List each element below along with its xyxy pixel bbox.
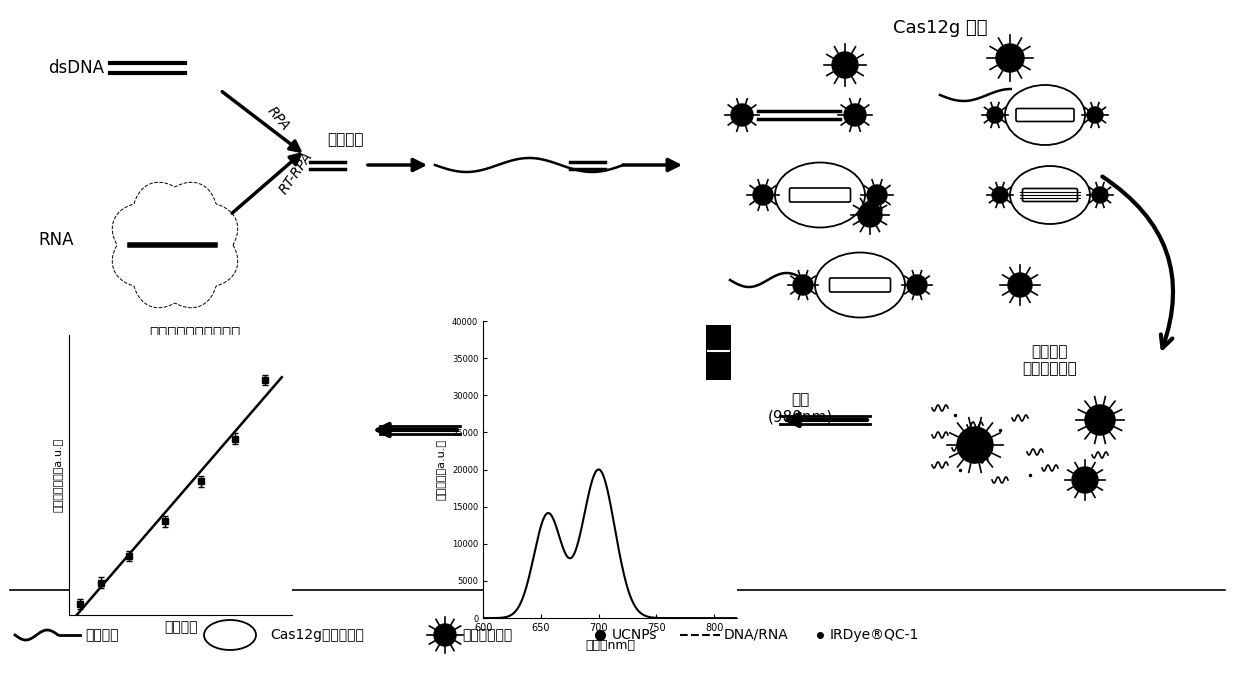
Circle shape [434,624,456,646]
Text: Cas12g三元复合体: Cas12g三元复合体 [270,628,364,642]
Text: 体外转录: 体外转录 [327,133,363,148]
Bar [706,324,731,380]
Circle shape [992,187,1009,203]
Ellipse shape [1010,166,1090,224]
Y-axis label: 荧光强度（a.u.）: 荧光强度（a.u.） [436,439,446,500]
Circle shape [844,104,866,126]
Text: 被剪切的
探针释放信号: 被剪切的 探针释放信号 [1022,344,1078,376]
X-axis label: 波长（nm）: 波长（nm） [585,639,636,652]
Circle shape [867,185,887,205]
Circle shape [957,427,992,463]
Ellipse shape [1005,85,1085,145]
FancyBboxPatch shape [1016,109,1074,122]
Text: 目标序列: 目标序列 [85,628,119,642]
Ellipse shape [776,163,865,227]
Circle shape [907,275,927,295]
Circle shape [793,275,813,295]
Circle shape [996,44,1023,72]
Ellipse shape [815,253,904,318]
X-axis label: 核酸浓度: 核酸浓度 [164,620,198,635]
Circle shape [731,104,753,126]
Text: RT-RPA: RT-RPA [276,150,315,197]
Text: 猌灭荧光探针: 猌灭荧光探针 [462,628,512,642]
Text: DNA/RNA: DNA/RNA [724,628,789,642]
Ellipse shape [204,620,256,650]
Circle shape [1072,467,1098,493]
Text: UCNPs: UCNPs [612,628,658,642]
Text: 荧光光谱采集: 荧光光谱采集 [563,361,617,376]
FancyBboxPatch shape [829,278,891,292]
Circle shape [1092,187,1108,203]
Text: Cas12g 检测: Cas12g 检测 [893,19,987,37]
Circle shape [987,107,1004,123]
Y-axis label: 荧光强度变化（a.u.）: 荧光强度变化（a.u.） [53,438,64,512]
Text: IRDye®QC-1: IRDye®QC-1 [830,628,919,642]
Circle shape [1009,273,1032,297]
Circle shape [857,203,882,227]
Circle shape [1087,107,1103,123]
Circle shape [1085,405,1115,435]
Circle shape [833,52,857,78]
Text: RPA: RPA [265,104,292,133]
Text: RNA: RNA [38,231,73,249]
Circle shape [753,185,773,205]
Text: 构建荧光强度变化值与
不同浓度核酸定量分析模型: 构建荧光强度变化值与 不同浓度核酸定量分析模型 [140,326,250,358]
Text: 激光
(980nm): 激光 (980nm) [767,392,833,424]
Text: dsDNA: dsDNA [48,59,104,77]
FancyBboxPatch shape [789,188,850,202]
FancyBboxPatch shape [1022,189,1078,201]
